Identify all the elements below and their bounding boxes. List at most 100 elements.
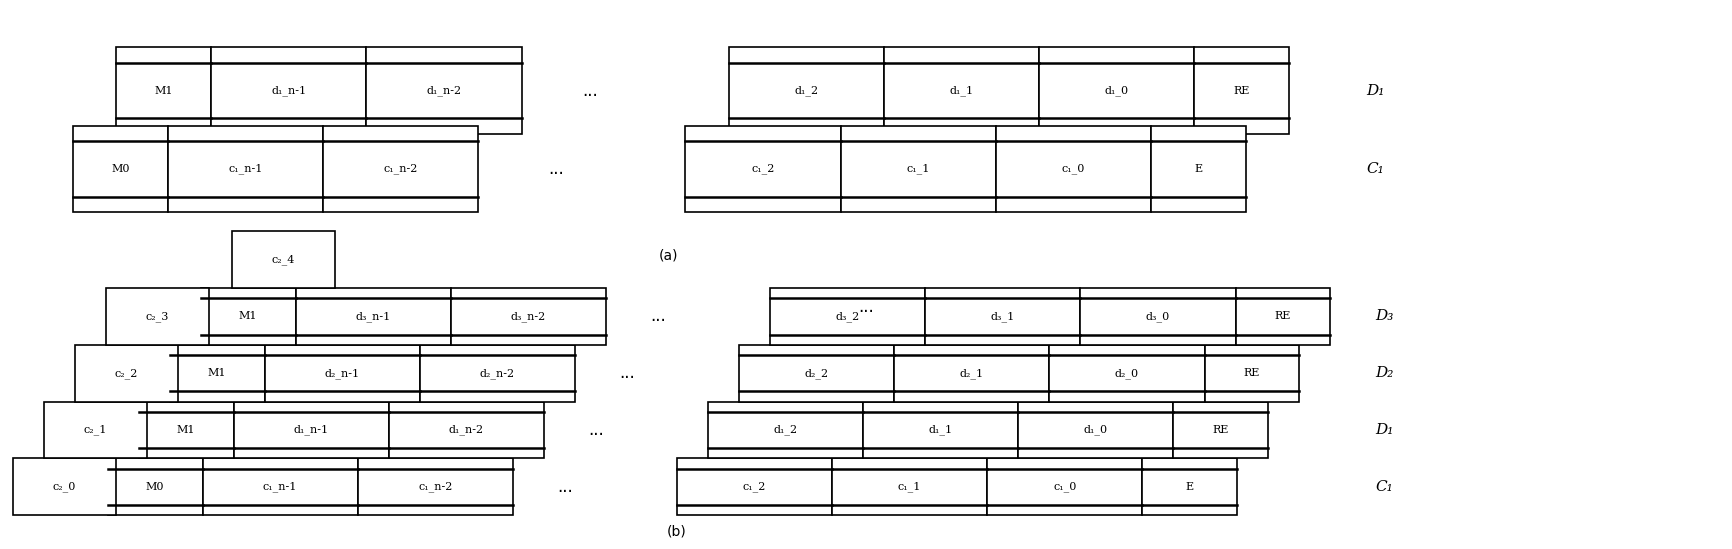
Bar bbox=[296, 288, 450, 345]
Text: c₁_0: c₁_0 bbox=[1053, 481, 1076, 492]
Bar bbox=[388, 401, 544, 458]
Bar bbox=[74, 345, 178, 401]
Bar bbox=[707, 401, 863, 458]
Text: RE: RE bbox=[1233, 86, 1249, 96]
Text: M0: M0 bbox=[111, 164, 130, 174]
Text: c₁_1: c₁_1 bbox=[897, 481, 921, 492]
Bar bbox=[211, 47, 365, 134]
Bar bbox=[324, 126, 478, 212]
Bar bbox=[1018, 401, 1173, 458]
Bar bbox=[1141, 458, 1237, 515]
Text: d₁_n-2: d₁_n-2 bbox=[449, 424, 483, 435]
Text: c₁_n-1: c₁_n-1 bbox=[229, 164, 263, 175]
Text: d₁_n-2: d₁_n-2 bbox=[426, 85, 461, 96]
Bar bbox=[1193, 47, 1289, 134]
Bar bbox=[1079, 288, 1235, 345]
Text: ...: ... bbox=[650, 307, 665, 326]
Bar bbox=[73, 126, 168, 212]
Bar bbox=[1150, 126, 1245, 212]
Text: d₃_n-1: d₃_n-1 bbox=[355, 311, 391, 322]
Text: d₁_2: d₁_2 bbox=[793, 85, 818, 96]
Bar bbox=[677, 458, 831, 515]
Text: C₁: C₁ bbox=[1367, 162, 1384, 176]
Bar bbox=[168, 126, 324, 212]
Text: (a): (a) bbox=[658, 249, 677, 262]
Text: RE: RE bbox=[1244, 368, 1259, 378]
Bar bbox=[419, 345, 575, 401]
Bar bbox=[863, 401, 1018, 458]
Text: d₁_1: d₁_1 bbox=[949, 85, 973, 96]
Text: d₁_1: d₁_1 bbox=[928, 424, 953, 435]
Text: d₁_0: d₁_0 bbox=[1103, 85, 1128, 96]
Bar bbox=[43, 401, 147, 458]
Bar bbox=[450, 288, 606, 345]
Text: d₂_2: d₂_2 bbox=[804, 368, 828, 378]
Bar bbox=[12, 458, 116, 515]
Text: c₁_2: c₁_2 bbox=[752, 164, 774, 175]
Bar bbox=[357, 458, 513, 515]
Text: ...: ... bbox=[547, 160, 563, 178]
Text: D₃: D₃ bbox=[1375, 310, 1393, 323]
Text: RE: RE bbox=[1212, 425, 1228, 435]
Text: d₁_n-1: d₁_n-1 bbox=[293, 424, 329, 435]
Text: M1: M1 bbox=[154, 86, 173, 96]
Text: c₁_n-2: c₁_n-2 bbox=[383, 164, 417, 175]
Bar bbox=[831, 458, 987, 515]
Text: ...: ... bbox=[556, 478, 572, 496]
Bar bbox=[1048, 345, 1204, 401]
Bar bbox=[686, 126, 840, 212]
Text: D₂: D₂ bbox=[1375, 366, 1393, 380]
Bar bbox=[203, 458, 357, 515]
Bar bbox=[116, 47, 211, 134]
Bar bbox=[894, 345, 1048, 401]
Text: c₂_4: c₂_4 bbox=[272, 254, 294, 265]
Text: d₂_1: d₂_1 bbox=[960, 368, 984, 378]
Bar bbox=[1235, 288, 1330, 345]
Bar bbox=[232, 231, 334, 288]
Text: c₂_3: c₂_3 bbox=[145, 311, 170, 322]
Text: d₃_2: d₃_2 bbox=[835, 311, 859, 322]
Text: D₁: D₁ bbox=[1367, 83, 1384, 98]
Text: d₁_2: d₁_2 bbox=[772, 424, 797, 435]
Text: c₁_1: c₁_1 bbox=[906, 164, 930, 175]
Bar bbox=[727, 47, 883, 134]
Text: d₂_0: d₂_0 bbox=[1114, 368, 1138, 378]
Bar bbox=[265, 345, 419, 401]
Text: (b): (b) bbox=[667, 524, 686, 539]
Text: ...: ... bbox=[618, 364, 634, 382]
Text: d₃_n-2: d₃_n-2 bbox=[511, 311, 546, 322]
Text: c₂_0: c₂_0 bbox=[52, 481, 76, 492]
Bar bbox=[1173, 401, 1268, 458]
Text: RE: RE bbox=[1275, 311, 1290, 321]
Bar bbox=[234, 401, 388, 458]
Text: c₂_2: c₂_2 bbox=[114, 368, 139, 378]
Text: c₁_n-2: c₁_n-2 bbox=[417, 481, 452, 492]
Text: d₂_n-2: d₂_n-2 bbox=[480, 368, 514, 378]
Bar bbox=[925, 288, 1079, 345]
Text: ...: ... bbox=[857, 298, 875, 316]
Text: d₂_n-1: d₂_n-1 bbox=[324, 368, 360, 378]
Text: d₃_0: d₃_0 bbox=[1145, 311, 1169, 322]
Bar bbox=[1039, 47, 1193, 134]
Bar bbox=[365, 47, 521, 134]
Bar bbox=[738, 345, 894, 401]
Bar bbox=[1204, 345, 1299, 401]
Text: M1: M1 bbox=[208, 368, 227, 378]
Bar bbox=[883, 47, 1039, 134]
Bar bbox=[987, 458, 1141, 515]
Text: c₁_n-1: c₁_n-1 bbox=[263, 481, 298, 492]
Bar bbox=[996, 126, 1150, 212]
Text: M0: M0 bbox=[145, 481, 165, 492]
Bar bbox=[170, 345, 265, 401]
Text: c₂_1: c₂_1 bbox=[83, 424, 107, 435]
Text: D₁: D₁ bbox=[1375, 423, 1393, 437]
Bar bbox=[201, 288, 296, 345]
Bar bbox=[107, 458, 203, 515]
Bar bbox=[106, 288, 210, 345]
Text: c₁_2: c₁_2 bbox=[743, 481, 766, 492]
Text: d₁_n-1: d₁_n-1 bbox=[270, 85, 307, 96]
Text: ...: ... bbox=[587, 421, 603, 439]
Text: M1: M1 bbox=[239, 311, 258, 321]
Text: c₁_0: c₁_0 bbox=[1062, 164, 1084, 175]
Text: E: E bbox=[1193, 164, 1202, 174]
